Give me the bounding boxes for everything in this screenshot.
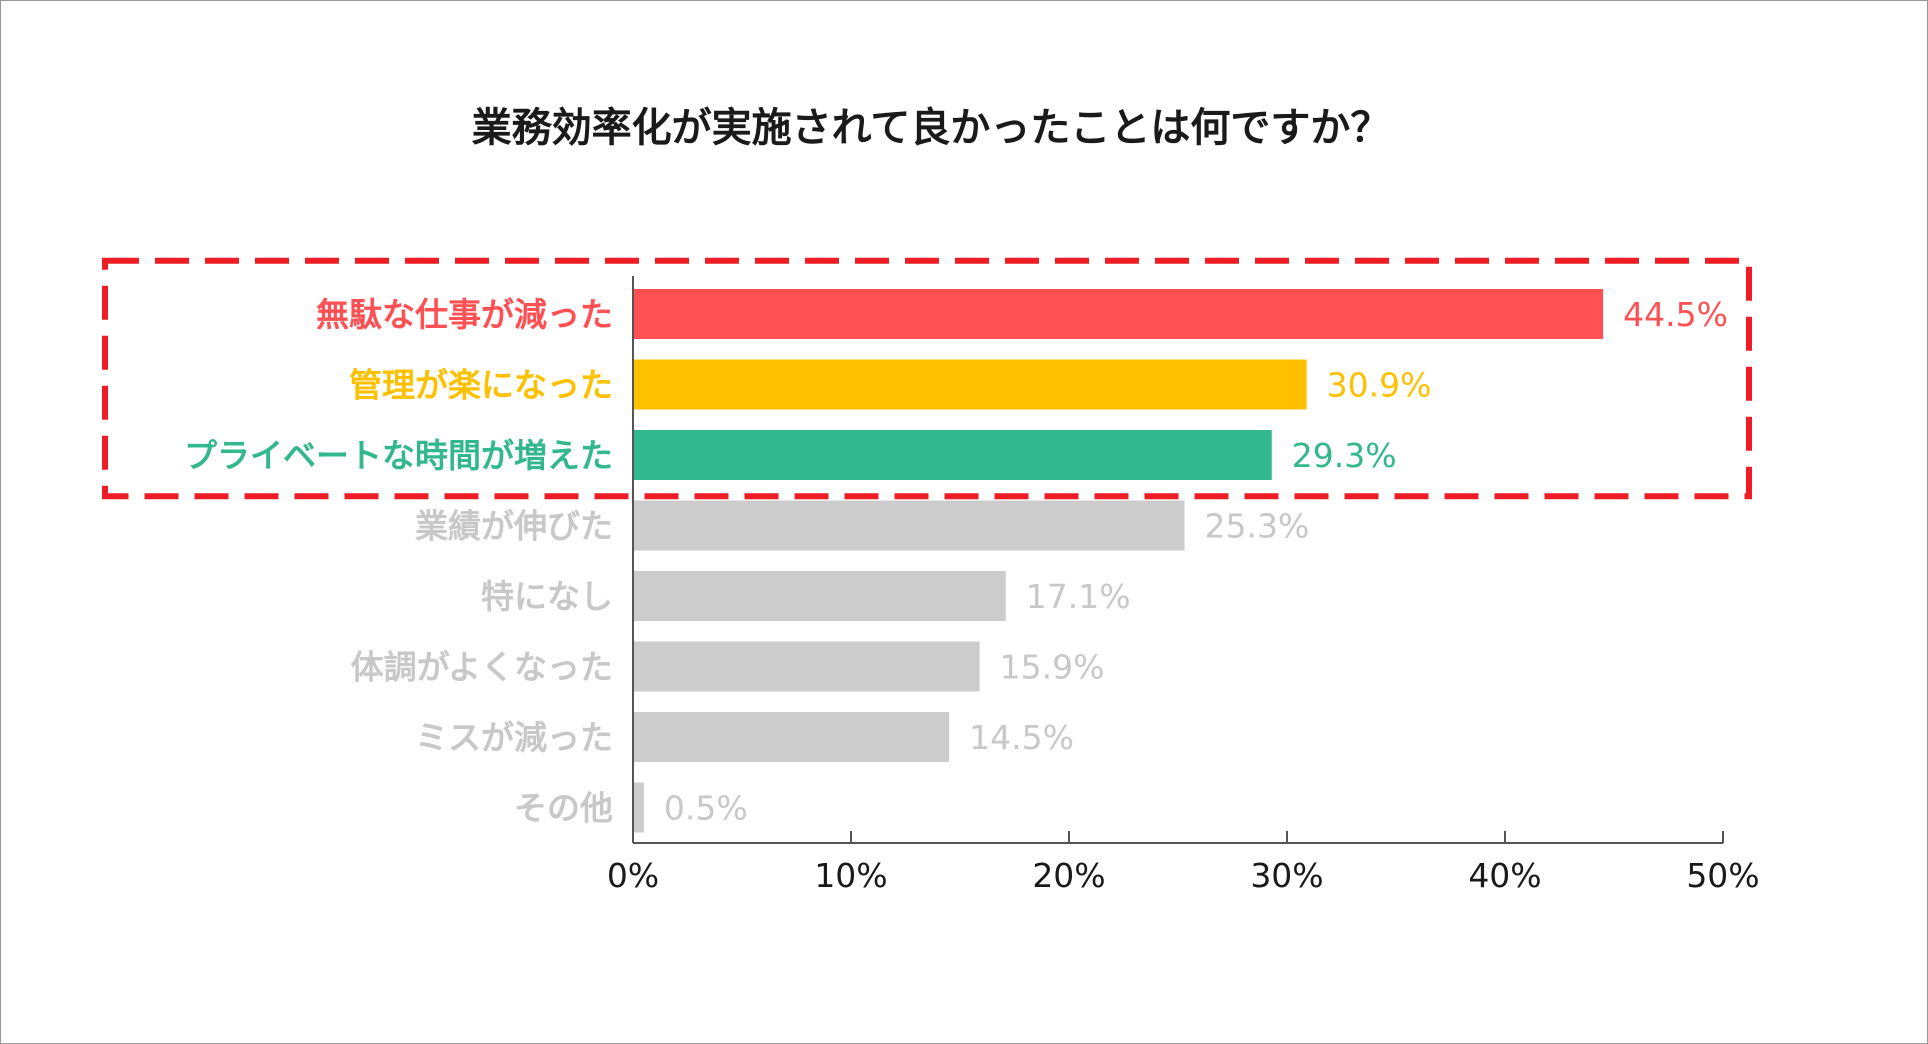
category-label: プライベートな時間が増えた xyxy=(184,436,613,475)
bar-2 xyxy=(633,359,1307,410)
x-tick-label: 40% xyxy=(1468,856,1541,895)
x-axis: 0% 10% 20% 30% 40% 50% xyxy=(102,257,1760,895)
category-label: 体調がよくなった xyxy=(351,648,613,687)
x-tick-label: 30% xyxy=(1250,856,1323,895)
category-label: 無駄な仕事が減った xyxy=(316,295,613,334)
value-label: 15.9% xyxy=(1000,648,1105,687)
value-label: 30.9% xyxy=(1327,366,1432,405)
bar-5 xyxy=(633,571,1006,621)
category-label: 特になし xyxy=(481,577,613,616)
category-label: 業績が伸びた xyxy=(415,507,613,546)
bar-6 xyxy=(633,641,980,692)
category-label: その他 xyxy=(514,789,613,828)
value-label: 29.3% xyxy=(1292,436,1397,475)
category-label: 管理が楽になった xyxy=(349,366,613,405)
value-label: 25.3% xyxy=(1205,507,1310,546)
x-tick-label: 10% xyxy=(814,856,887,895)
bars-layer: 無駄な仕事が減った 44.5% 管理が楽になった 30.9% プライベートな時間が増えた… xyxy=(184,289,1728,833)
chart-title: 業務効率化が実施されて良かったことは何ですか？ xyxy=(472,105,1391,151)
bar-8 xyxy=(633,782,644,833)
x-tick-label: 50% xyxy=(1686,856,1759,895)
value-label: 17.1% xyxy=(1026,577,1131,616)
value-label: 14.5% xyxy=(969,718,1074,757)
bar-7 xyxy=(633,712,950,762)
x-tick-label: 20% xyxy=(1032,856,1105,895)
bar-4 xyxy=(633,500,1185,551)
bar-3 xyxy=(633,430,1272,480)
x-tick-label: 0% xyxy=(607,856,659,895)
category-label: ミスが減った xyxy=(415,718,613,757)
value-label: 0.5% xyxy=(664,789,748,828)
highlight-dashed-box xyxy=(102,257,1752,500)
bar-1 xyxy=(633,289,1604,339)
value-label: 44.5% xyxy=(1623,295,1728,334)
